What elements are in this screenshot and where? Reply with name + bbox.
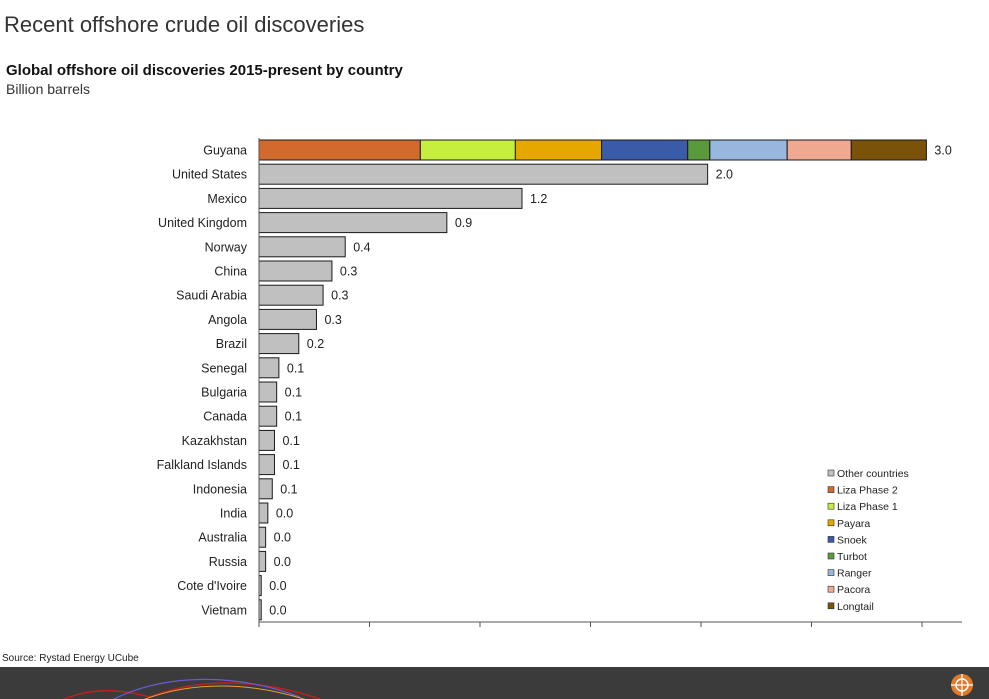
legend-swatch [827, 602, 835, 610]
data-label: 0.1 [280, 482, 297, 496]
data-label: 0.4 [353, 240, 370, 254]
footer-wave-red [62, 682, 321, 699]
legend-swatch [827, 519, 835, 527]
legend-swatch [827, 536, 835, 543]
category-label: Bulgaria [201, 386, 247, 400]
data-label: 0.0 [274, 531, 291, 545]
legend-label: Longtail [837, 601, 874, 613]
data-label: 0.3 [340, 265, 357, 279]
legend-label: Ranger [837, 568, 872, 580]
category-label: Brazil [216, 337, 247, 351]
bar-segment [258, 187, 523, 209]
bar-segment [258, 284, 324, 306]
bar-segment [258, 139, 421, 161]
category-label: Norway [205, 240, 248, 254]
bar-segment [850, 139, 927, 161]
bar-segment [258, 478, 273, 500]
data-label: 2.0 [716, 168, 733, 182]
bar-segment [601, 139, 689, 161]
legend-swatch [827, 585, 835, 593]
bar-segment [258, 405, 278, 427]
bar-chart: Guyana 3.0 United States 2.0 Mexico 1.2 United… [157, 138, 962, 627]
legend-label: Snoek [837, 534, 868, 546]
legend-label: Other countries [837, 468, 909, 480]
category-label: Cote d'Ivoire [177, 579, 247, 593]
data-label: 0.2 [307, 337, 324, 351]
category-label: Australia [198, 531, 247, 545]
category-label: United Kingdom [158, 216, 247, 230]
bar-segment [258, 526, 267, 548]
bar-segment [786, 139, 852, 161]
bar-segment [258, 308, 317, 330]
bar-segment [258, 357, 280, 379]
bar-segment [687, 139, 711, 161]
legend-swatch [827, 469, 835, 477]
data-label: 0.0 [269, 579, 286, 593]
category-label: Canada [203, 410, 247, 424]
legend-label: Payara [837, 518, 870, 530]
category-label: Falkland Islands [157, 458, 247, 472]
category-label: Saudi Arabia [176, 289, 247, 303]
bar-segment [258, 236, 346, 258]
category-label: India [220, 507, 247, 521]
bar-segment [258, 454, 275, 476]
category-label: China [214, 265, 247, 279]
logo-icon [951, 674, 973, 696]
category-label: Kazakhstan [182, 434, 247, 448]
category-label: Indonesia [193, 482, 247, 496]
legend-swatch [827, 569, 835, 576]
data-label: 0.3 [331, 289, 348, 303]
legend-label: Turbot [837, 551, 867, 563]
footer-wave-blue [112, 678, 301, 699]
category-label: Vietnam [201, 603, 247, 617]
footer-band [0, 667, 989, 699]
bar-segment [258, 381, 278, 403]
category-label: Senegal [201, 361, 247, 375]
data-label: 0.0 [276, 507, 293, 521]
data-label: 0.1 [285, 386, 302, 400]
bar-segment [258, 502, 269, 524]
category-label: Russia [209, 555, 247, 569]
data-label: 0.0 [269, 603, 286, 617]
bar-segment [258, 212, 448, 234]
data-label: 0.1 [285, 410, 302, 424]
bar-segment [258, 260, 333, 282]
category-label: United States [172, 168, 247, 182]
legend-label: Liza Phase 2 [837, 485, 898, 497]
data-label: 1.2 [530, 192, 547, 206]
data-label: 0.9 [455, 216, 472, 230]
bar-segment [514, 139, 603, 161]
chart-title: Global offshore oil discoveries 2015-pre… [6, 62, 403, 79]
data-label: 0.0 [274, 555, 291, 569]
chart-subtitle: Billion barrels [6, 81, 91, 97]
legend-label: Liza Phase 1 [837, 501, 898, 513]
data-label: 0.3 [324, 313, 341, 327]
bar-segment [419, 139, 516, 161]
data-label: 3.0 [934, 144, 951, 158]
legend-swatch [827, 502, 835, 510]
bar-segment [258, 429, 275, 451]
legend-label: Pacora [837, 584, 870, 596]
bar-segment [258, 163, 709, 185]
data-label: 0.1 [282, 458, 299, 472]
footer-wave-orange [143, 685, 306, 699]
bar-segment [258, 333, 300, 355]
category-label: Angola [208, 313, 247, 327]
legend-swatch [827, 552, 835, 560]
data-label: 0.1 [282, 434, 299, 448]
bar-segment [258, 550, 267, 572]
source-note: Source: Rystad Energy UCube [2, 653, 139, 664]
page-title: Recent offshore crude oil discoveries [4, 12, 365, 37]
category-label: Mexico [207, 192, 247, 206]
bar-segment [709, 139, 788, 161]
legend-swatch [827, 486, 835, 493]
category-label: Guyana [203, 144, 247, 158]
data-label: 0.1 [287, 361, 304, 375]
